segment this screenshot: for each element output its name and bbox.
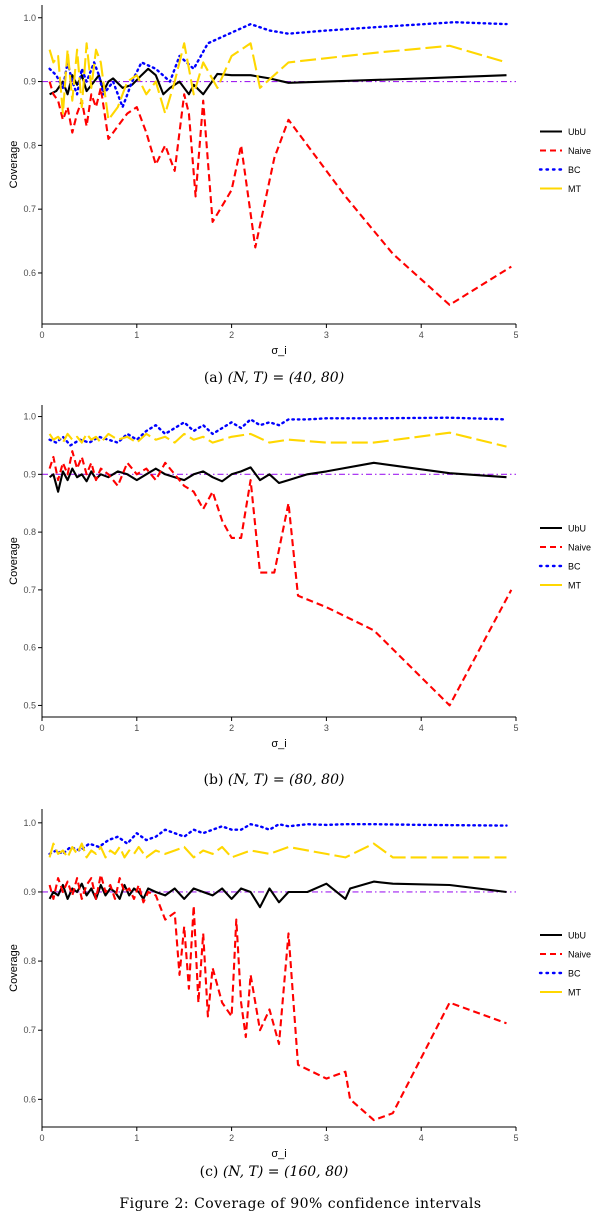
legend-label-bc: BC <box>568 562 581 572</box>
y-tick-label: 0.6 <box>23 643 36 653</box>
legend-label-mt: MT <box>568 988 581 998</box>
x-tick-label: 3 <box>324 330 329 340</box>
legend-label-mt: MT <box>568 184 581 194</box>
y-tick-label: 0.7 <box>23 204 36 214</box>
x-tick-label: 4 <box>419 1133 424 1143</box>
y-tick-label: 0.9 <box>23 887 36 897</box>
y-tick-label: 0.9 <box>23 77 36 87</box>
caption-label: (a) <box>203 370 224 386</box>
y-axis-label: Coverage <box>8 141 20 189</box>
x-tick-label: 2 <box>229 1133 234 1143</box>
chart-panel-a: 0 1 2 3 4 5 0.6 0.7 0.8 0.9 1.0 σ_i Coverage UbU Naive… <box>8 5 591 357</box>
series-line-bc <box>48 823 508 856</box>
x-tick-label: 1 <box>134 723 139 733</box>
series-line-ubu <box>48 880 507 909</box>
x-tick-label: 3 <box>324 1133 329 1143</box>
chart-panel-c: 0 1 2 3 4 5 0.6 0.7 0.8 0.9 1.0 σ_i Coverage UbU Naive… <box>8 809 591 1160</box>
legend-label-bc: BC <box>568 165 581 175</box>
x-axis-label: σ_i <box>271 345 286 357</box>
y-tick-label: 0.6 <box>23 268 36 278</box>
y-tick-label: 0.6 <box>23 1094 36 1104</box>
caption-panel-c: (c) (N, T) = (160, 80) <box>0 1164 548 1180</box>
caption-panel-b: (b) (N, T) = (80, 80) <box>0 772 548 788</box>
series-line-bc <box>48 21 508 109</box>
y-tick-label: 1.0 <box>23 412 36 422</box>
series-line-naive <box>48 450 513 707</box>
legend-label-naive: Naive <box>568 543 591 553</box>
series-line-bc <box>48 416 508 447</box>
x-tick-label: 1 <box>134 330 139 340</box>
series-line-naive <box>48 873 507 1122</box>
caption-label: (c) <box>199 1164 219 1180</box>
x-tick-label: 4 <box>419 330 424 340</box>
caption-math: (N, T) = (80, 80) <box>227 772 345 788</box>
series-line-ubu <box>48 461 507 493</box>
x-tick-label: 0 <box>39 1133 44 1143</box>
legend-label-mt: MT <box>568 581 581 591</box>
y-tick-label: 0.8 <box>23 956 36 966</box>
series-line-mt <box>48 431 507 448</box>
chart-panel-b: 0 1 2 3 4 5 0.5 0.6 0.7 0.8 0.9 1.0 σ_i Coverage UbU Na… <box>8 405 591 750</box>
legend-label-naive: Naive <box>568 146 591 156</box>
legend-label-bc: BC <box>568 969 581 979</box>
caption-math: (N, T) = (160, 80) <box>222 1164 349 1180</box>
series-line-naive <box>48 81 512 306</box>
series-line-mt <box>48 42 507 121</box>
x-tick-label: 4 <box>419 723 424 733</box>
figure-caption: Figure 2: Coverage of 90% confidence int… <box>119 1196 482 1212</box>
y-tick-label: 0.8 <box>23 140 36 150</box>
x-axis-label: σ_i <box>271 738 286 750</box>
y-tick-label: 0.5 <box>23 700 36 710</box>
legend-label-ubu: UbU <box>568 931 586 941</box>
x-axis-label: σ_i <box>271 1148 286 1160</box>
y-tick-label: 1.0 <box>23 13 36 23</box>
x-tick-label: 1 <box>134 1133 139 1143</box>
caption-math: (N, T) = (40, 80) <box>227 370 345 386</box>
series-line-ubu <box>49 67 507 96</box>
series-line-mt <box>48 842 507 859</box>
x-tick-label: 2 <box>229 330 234 340</box>
y-tick-label: 0.7 <box>23 1025 36 1035</box>
y-tick-label: 0.9 <box>23 469 36 479</box>
legend-label-ubu: UbU <box>568 127 586 137</box>
caption-panel-a: (a) (N, T) = (40, 80) <box>0 370 548 386</box>
y-tick-label: 0.7 <box>23 585 36 595</box>
x-tick-label: 3 <box>324 723 329 733</box>
y-axis-label: Coverage <box>8 944 20 992</box>
y-tick-label: 1.0 <box>23 818 36 828</box>
y-axis-label: Coverage <box>8 537 20 585</box>
legend-label-naive: Naive <box>568 950 591 960</box>
x-tick-label: 0 <box>39 723 44 733</box>
x-tick-label: 5 <box>513 723 518 733</box>
x-tick-label: 5 <box>513 1133 518 1143</box>
y-tick-label: 0.8 <box>23 527 36 537</box>
legend-label-ubu: UbU <box>568 524 586 534</box>
x-tick-label: 5 <box>513 330 518 340</box>
x-tick-label: 2 <box>229 723 234 733</box>
x-tick-label: 0 <box>39 330 44 340</box>
caption-label: (b) <box>203 772 224 788</box>
